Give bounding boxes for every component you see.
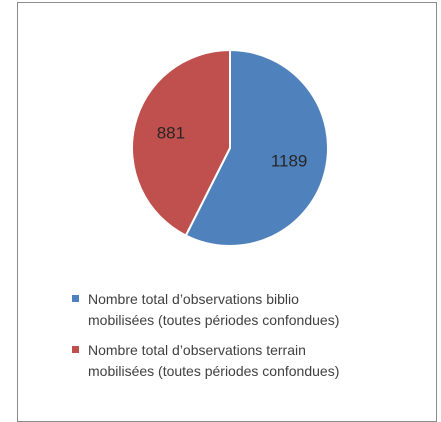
legend-swatch-biblio [72, 295, 79, 302]
pie-chart: 1189 881 [131, 48, 329, 247]
pie-slice-terrain [131, 48, 231, 237]
pie-slice-biblio [184, 48, 329, 247]
legend-item-terrain: Nombre total d’observations terrain mobi… [72, 340, 412, 382]
legend-label-biblio-line1: Nombre total d’observations biblio [88, 291, 299, 307]
legend-swatch-terrain [72, 346, 79, 353]
data-label-terrain: 881 [157, 123, 185, 142]
legend-label-terrain-line2: mobilisées (toutes périodes confondues) [88, 363, 340, 379]
legend-label-biblio-line2: mobilisées (toutes périodes confondues) [88, 312, 340, 328]
data-label-biblio: 1189 [271, 152, 308, 171]
legend: Nombre total d’observations biblio mobil… [72, 289, 412, 391]
legend-item-biblio: Nombre total d’observations biblio mobil… [72, 289, 412, 331]
legend-label-terrain-line1: Nombre total d’observations terrain [88, 342, 306, 358]
